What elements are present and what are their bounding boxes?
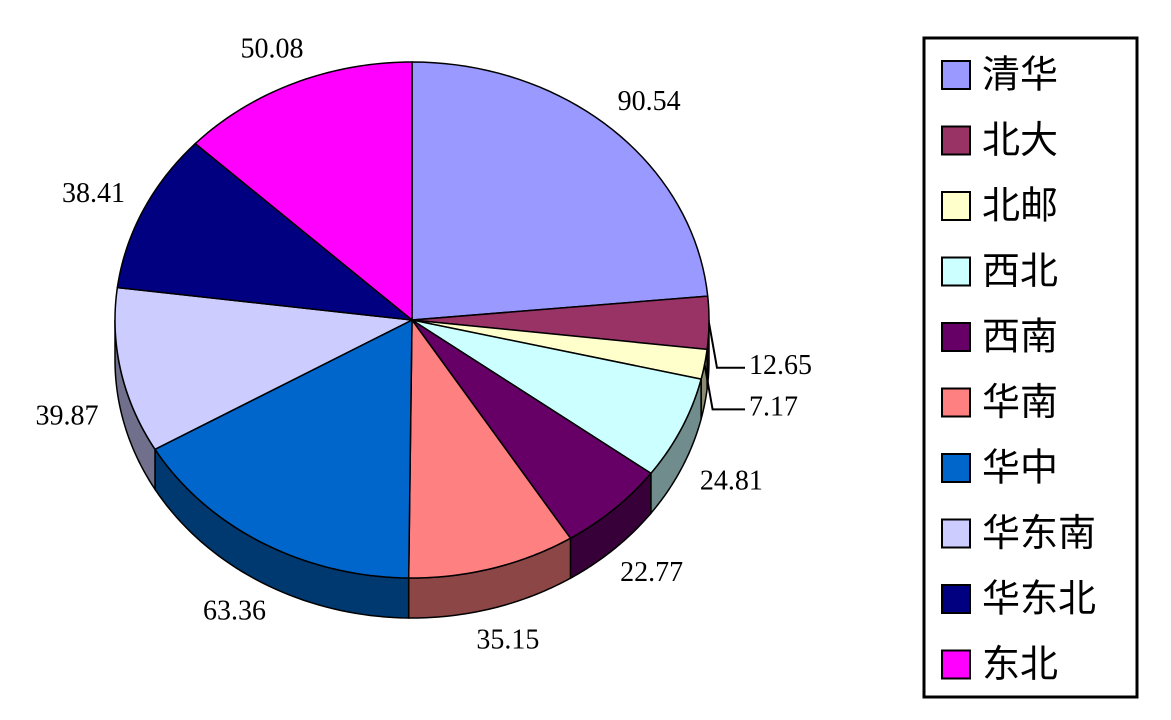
legend-label: 华南 xyxy=(982,380,1058,424)
legend-swatch xyxy=(941,191,971,221)
legend-swatch xyxy=(941,256,971,287)
legend-label: 华中 xyxy=(982,446,1058,490)
legend-label: 华东南 xyxy=(982,511,1096,555)
data-label: 90.54 xyxy=(618,86,681,117)
data-label: 22.77 xyxy=(620,557,683,588)
data-label: 38.41 xyxy=(62,178,125,209)
data-label: 12.65 xyxy=(749,350,812,381)
leader-line xyxy=(703,364,745,411)
pie-slice xyxy=(407,317,572,579)
legend-label: 北邮 xyxy=(982,184,1058,228)
legend-swatch xyxy=(941,125,971,156)
data-label: 35.15 xyxy=(476,624,539,655)
legend-swatch xyxy=(941,518,971,549)
legend-swatch xyxy=(941,60,971,90)
pie-slice xyxy=(194,61,413,322)
data-label: 7.17 xyxy=(749,392,798,423)
data-label: 39.87 xyxy=(35,401,98,432)
pie-slice xyxy=(116,142,415,322)
pie-slice xyxy=(411,319,703,475)
pie-slice xyxy=(411,61,709,321)
pie-slice xyxy=(411,319,653,540)
pie-slice xyxy=(114,286,415,451)
legend-swatch xyxy=(941,453,971,483)
data-label: 50.08 xyxy=(241,34,304,65)
legend-label: 北大 xyxy=(982,118,1058,162)
legend-label: 清华 xyxy=(982,53,1058,97)
data-label: 24.81 xyxy=(700,466,763,497)
data-label: 63.36 xyxy=(203,595,266,626)
legend-label: 西北 xyxy=(982,249,1058,293)
leader-line xyxy=(707,322,745,369)
legend-swatch xyxy=(941,322,971,352)
pie-slice xyxy=(153,318,413,579)
legend-swatch xyxy=(941,584,971,614)
legend-label: 东北 xyxy=(982,642,1058,686)
legend-swatch xyxy=(941,649,971,680)
legend-label: 华东北 xyxy=(982,577,1096,621)
legend-swatch xyxy=(941,387,971,418)
legend-label: 西南 xyxy=(982,315,1058,359)
